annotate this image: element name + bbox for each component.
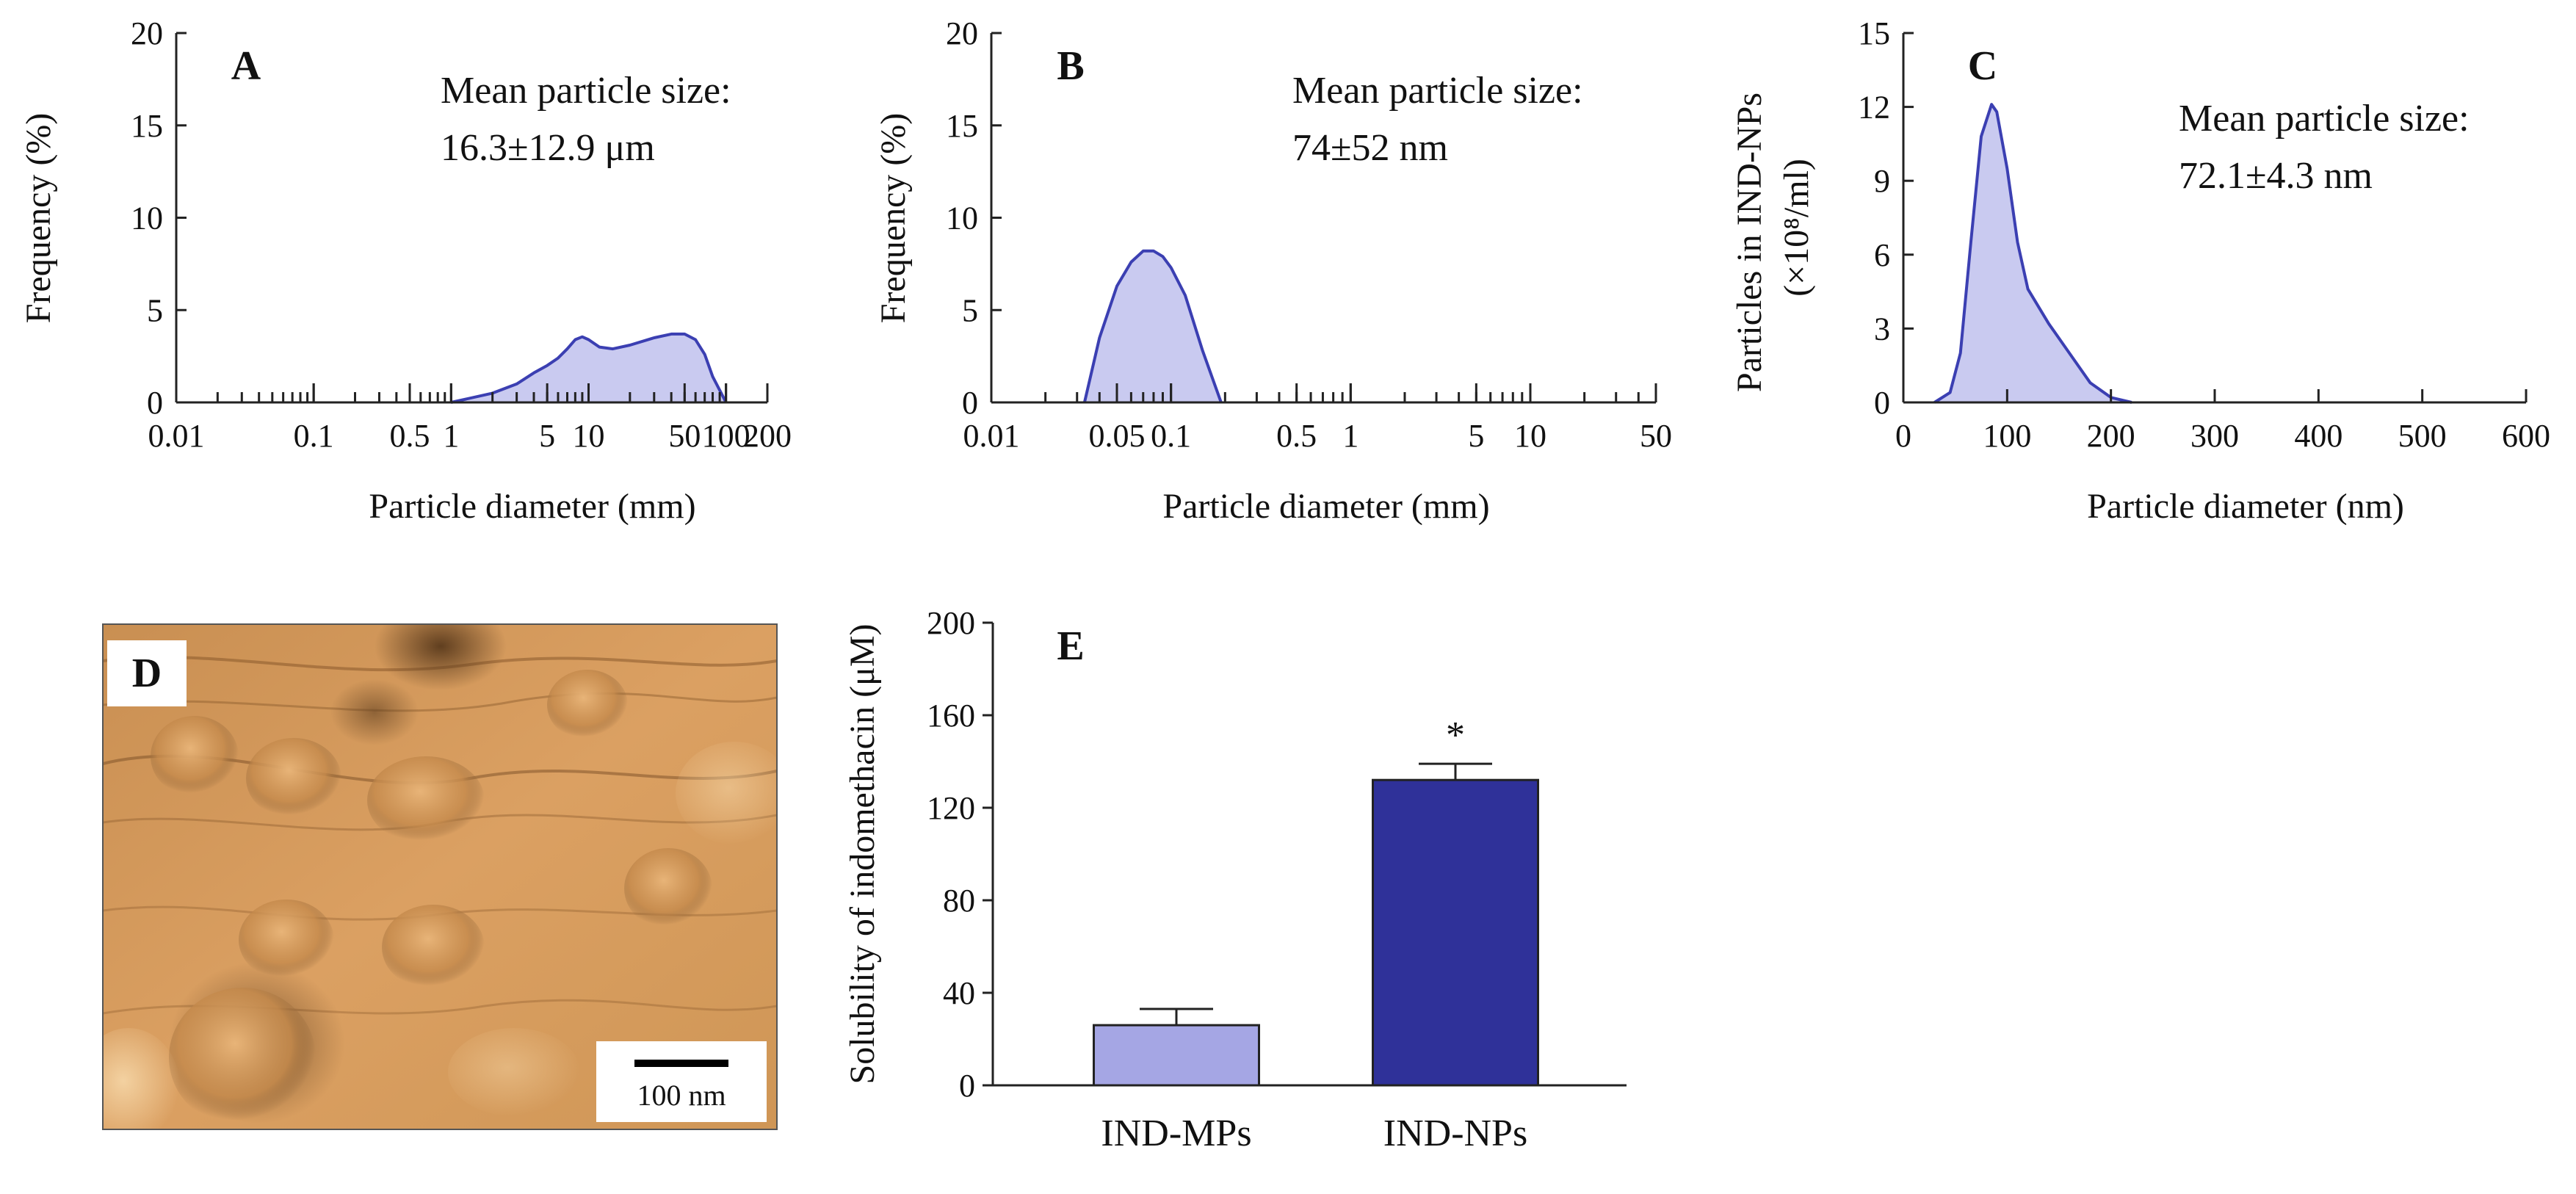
chart-a-panel-label: A xyxy=(231,43,261,89)
chart-b-area-fill xyxy=(1084,250,1221,402)
chart-panel-e: IND-MPs * IND-NPs 0 40 80 120 160 200 E Solubility… xyxy=(843,605,1627,1154)
chart-e-category-label: IND-MPs xyxy=(1101,1112,1251,1154)
chart-a-y-tick-label: 15 xyxy=(131,108,163,144)
chart-b-area-line xyxy=(1082,249,1223,403)
chart-c-x-tick-label: 200 xyxy=(2087,418,2135,454)
chart-c-annotation-title: Mean particle size: xyxy=(2179,98,2470,140)
chart-e-y-axis-label: Solubility of indomethacin (μM) xyxy=(843,624,882,1085)
chart-b-panel-label: B xyxy=(1057,43,1084,89)
chart-a-y-tick-label: 0 xyxy=(147,385,163,421)
chart-a-y-tick-label: 20 xyxy=(131,15,163,51)
chart-c-x-tick-label: 400 xyxy=(2294,418,2342,454)
chart-a-x-axis-label: Particle diameter (mm) xyxy=(369,487,695,526)
chart-c-area-fill xyxy=(1934,104,2132,402)
chart-c-y-tick-label: 12 xyxy=(1858,90,1890,126)
chart-a-annotation-title: Mean particle size: xyxy=(441,70,731,112)
chart-e-y-tick-label: 80 xyxy=(943,883,975,919)
chart-e-y-tick-label: 40 xyxy=(943,975,975,1011)
chart-e-category-label: IND-NPs xyxy=(1383,1112,1527,1154)
chart-a-y-axis-label: Frequency (%) xyxy=(19,113,58,324)
afm-image-panel: D 100 nm xyxy=(102,623,778,1130)
chart-a-y-tick-label: 5 xyxy=(147,292,163,328)
chart-b-annotation-value: 74±52 nm xyxy=(1292,127,1448,169)
chart-a-annotation-value: 16.3±12.9 μm xyxy=(441,127,655,169)
chart-c-y-axis-label-line2: (×10⁸/ml) xyxy=(1777,159,1816,297)
chart-b-x-tick-label: 0.01 xyxy=(963,418,1020,454)
chart-a-x-tick-label: 0.5 xyxy=(389,418,430,454)
chart-a-area-line xyxy=(450,332,728,404)
chart-b-x-tick-label: 5 xyxy=(1468,418,1484,454)
chart-c-x-tick-label: 500 xyxy=(2398,418,2447,454)
chart-b-x-tick-label: 0.5 xyxy=(1276,418,1317,454)
chart-a-x-tick-label: 1 xyxy=(443,418,459,454)
chart-c-x-axis-label: Particle diameter (nm) xyxy=(2087,487,2404,526)
chart-a-x-tick-label: 0.1 xyxy=(294,418,334,454)
scale-bar-box xyxy=(596,1041,767,1122)
chart-c-area-line xyxy=(1933,103,2132,404)
chart-b-x-tick-label: 10 xyxy=(1514,418,1546,454)
chart-b-x-tick-label: 0.05 xyxy=(1089,418,1146,454)
chart-c-y-axis-label-line1: Particles in IND-NPs xyxy=(1730,93,1769,392)
chart-a-x-tick-label: 0.01 xyxy=(148,418,205,454)
chart-e-y-tick-label: 160 xyxy=(927,698,975,734)
panel-d-label: D xyxy=(132,651,162,696)
chart-b-annotation-title: Mean particle size: xyxy=(1292,70,1583,112)
chart-e-panel-label: E xyxy=(1057,623,1084,669)
scale-bar-label: 100 nm xyxy=(637,1079,726,1112)
panel-d-label-box xyxy=(107,640,187,706)
chart-e-bar-ind-mps xyxy=(1093,1024,1260,1087)
afm-image xyxy=(103,624,777,1129)
chart-a-y-tick-label: 10 xyxy=(131,200,163,236)
chart-e-plot: IND-MPs * IND-NPs 0 40 80 120 160 200 E Solubility… xyxy=(843,605,1627,1154)
chart-c-x-tick-label: 600 xyxy=(2502,418,2550,454)
chart-b-y-tick-label: 15 xyxy=(946,108,978,144)
chart-c-x-tick-label: 0 xyxy=(1895,418,1911,454)
chart-a-x-tick-label: 50 xyxy=(668,418,701,454)
chart-c-annotation-value: 72.1±4.3 nm xyxy=(2179,155,2373,197)
chart-b-x-axis-label: Particle diameter (mm) xyxy=(1162,487,1489,526)
chart-c-panel-label: C xyxy=(1968,43,1997,89)
chart-e-bar-ind-nps xyxy=(1372,778,1539,1087)
chart-a-x-tick-label: 200 xyxy=(743,418,792,454)
chart-a-x-tick-label: 10 xyxy=(572,418,604,454)
chart-b-y-tick-label: 0 xyxy=(962,385,978,421)
chart-b-y-axis-label: Frequency (%) xyxy=(874,113,913,324)
chart-c-y-tick-label: 0 xyxy=(1874,385,1890,421)
chart-b-y-tick-label: 20 xyxy=(946,15,978,51)
chart-c-plot: 0 3 6 9 12 15 0 100 200 300 400 500 600 C Mean particl… xyxy=(1730,15,2550,526)
chart-c-x-tick-label: 300 xyxy=(2190,418,2239,454)
chart-panel-c: 0 3 6 9 12 15 0 100 200 300 400 500 600 C Mean particl… xyxy=(1730,15,2550,526)
chart-c-y-tick-label: 3 xyxy=(1874,311,1890,347)
chart-c-x-tick-label: 100 xyxy=(1983,418,2031,454)
chart-e-y-tick-label: 120 xyxy=(927,790,975,826)
chart-c-y-tick-label: 9 xyxy=(1874,163,1890,199)
chart-b-x-tick-label: 0.1 xyxy=(1151,418,1191,454)
chart-c-y-tick-label: 15 xyxy=(1858,15,1890,51)
chart-b-y-tick-label: 10 xyxy=(946,200,978,236)
chart-a-area-fill xyxy=(451,333,726,402)
chart-c-y-tick-label: 6 xyxy=(1874,237,1890,273)
chart-e-y-tick-label: 200 xyxy=(927,605,975,641)
chart-e-y-tick-label: 0 xyxy=(959,1068,975,1104)
chart-a-x-tick-label: 5 xyxy=(539,418,555,454)
chart-b-x-tick-label: 1 xyxy=(1342,418,1358,454)
chart-b-x-tick-label: 50 xyxy=(1640,418,1672,454)
chart-b-y-tick-label: 5 xyxy=(962,292,978,328)
chart-a-x-tick-label: 100 xyxy=(702,418,750,454)
chart-e-significance-marker: * xyxy=(1446,714,1465,756)
